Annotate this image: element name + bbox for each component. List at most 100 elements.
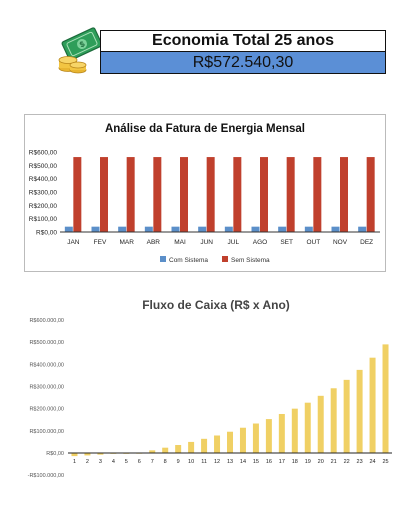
legend-swatch-sem-sistema (222, 256, 228, 262)
fluxo-y-tick-label: R$400.000,00 (29, 362, 64, 368)
fluxo-x-tick-label: 6 (138, 459, 141, 465)
fatura-bar-sem-sistema (126, 157, 135, 232)
fluxo-x-tick-label: 15 (253, 459, 259, 465)
fatura-bar-com-sistema (64, 226, 73, 232)
fatura-x-tick-label: DEZ (360, 239, 373, 246)
fluxo-bar (149, 450, 156, 453)
fluxo-x-tick-label: 8 (164, 459, 167, 465)
fatura-bar-com-sistema (304, 226, 313, 232)
fatura-bar-com-sistema (91, 226, 100, 232)
fatura-energia-chart: Análise da Fatura de Energia Mensal R$0,… (29, 123, 380, 264)
fluxo-bar (239, 427, 246, 453)
fluxo-bar (97, 453, 104, 455)
economia-total-value: R$572.540,30 (100, 52, 386, 74)
fatura-bar-sem-sistema (233, 157, 242, 232)
fatura-y-tick-label: R$600,00 (29, 150, 58, 157)
fatura-bar-sem-sistema (73, 157, 82, 232)
fatura-bar-com-sistema (171, 226, 180, 232)
fluxo-y-tick-label: R$0,00 (46, 451, 64, 457)
fatura-chart-frame (24, 114, 386, 272)
fatura-bar-sem-sistema (153, 157, 162, 232)
fluxo-y-tick-label: R$200.000,00 (29, 407, 64, 413)
fatura-bar-sem-sistema (340, 157, 348, 232)
fluxo-x-tick-label: 19 (305, 459, 311, 465)
fatura-y-tick-label: R$500,00 (29, 163, 58, 170)
fatura-bar-sem-sistema (260, 157, 268, 232)
fluxo-bar (71, 453, 78, 457)
legend-label-com-sistema: Com Sistema (169, 257, 208, 264)
fatura-y-tick-label: R$300,00 (29, 190, 58, 197)
fatura-x-tick-label: ABR (147, 239, 161, 246)
fatura-legend: Com Sistema Sem Sistema (160, 256, 270, 264)
fluxo-x-tick-label: 4 (112, 459, 115, 465)
fatura-y-tick-label: R$400,00 (29, 176, 58, 183)
fatura-bar-com-sistema (251, 226, 260, 232)
fluxo-x-tick-label: 21 (331, 459, 337, 465)
fluxo-bar (330, 388, 337, 453)
legend-label-sem-sistema: Sem Sistema (231, 257, 270, 264)
fatura-x-tick-label: AGO (253, 239, 267, 246)
fluxo-bar (252, 423, 259, 453)
svg-text:$: $ (78, 39, 86, 49)
fatura-bar-com-sistema (224, 226, 233, 232)
fluxo-bar (304, 402, 311, 453)
fatura-bar-sem-sistema (100, 157, 108, 232)
fluxo-x-tick-label: 10 (188, 459, 194, 465)
fatura-bar-com-sistema (118, 226, 127, 232)
fluxo-x-tick-label: 20 (318, 459, 324, 465)
fluxo-x-tick-label: 23 (357, 459, 363, 465)
fluxo-bar (188, 441, 195, 453)
fluxo-bar (162, 447, 169, 453)
fluxo-x-tick-label: 1 (73, 459, 76, 465)
fatura-x-tick-label: JAN (67, 239, 80, 246)
fatura-bar-sem-sistema (286, 157, 295, 232)
fluxo-bar (175, 445, 182, 453)
fluxo-x-tick-label: 2 (86, 459, 89, 465)
legend-swatch-com-sistema (160, 256, 166, 262)
fluxo-bar (84, 453, 91, 456)
fluxo-bar (265, 419, 272, 453)
fluxo-x-tick-label: 7 (151, 459, 154, 465)
fluxo-x-tick-label: 11 (201, 459, 207, 465)
fluxo-y-tick-label: -R$100.000,00 (28, 473, 64, 479)
fatura-y-tick-label: R$200,00 (29, 203, 58, 210)
fluxo-x-tick-label: 9 (177, 459, 180, 465)
fluxo-x-tick-label: 16 (266, 459, 272, 465)
fluxo-x-tick-label: 24 (369, 459, 375, 465)
fluxo-bar (278, 413, 285, 453)
fluxo-x-tick-label: 13 (227, 459, 233, 465)
fluxo-x-tick-label: 3 (99, 459, 102, 465)
fatura-bar-sem-sistema (313, 157, 322, 232)
fluxo-y-tick-label: R$100.000,00 (29, 429, 64, 435)
fatura-bar-sem-sistema (180, 157, 188, 232)
fatura-bar-com-sistema (331, 226, 340, 232)
fatura-x-tick-label: MAI (174, 239, 186, 246)
fatura-chart-title: Análise da Fatura de Energia Mensal (105, 123, 305, 135)
fluxo-chart-title: Fluxo de Caixa (R$ x Ano) (142, 298, 290, 312)
fluxo-bar (214, 435, 221, 453)
fatura-x-tick-label: JUN (200, 239, 213, 246)
fluxo-bar (317, 395, 324, 453)
fatura-y-tick-label: R$100,00 (29, 216, 58, 223)
fluxo-y-tick-label: R$600.000,00 (29, 318, 64, 324)
fatura-bar-com-sistema (144, 226, 153, 232)
money-stack-icon: $ (58, 27, 103, 74)
fatura-bar-sem-sistema (366, 157, 375, 232)
fluxo-bar (291, 408, 298, 453)
fatura-x-tick-label: MAR (119, 239, 134, 246)
fluxo-x-tick-label: 22 (344, 459, 350, 465)
fluxo-bar (356, 369, 363, 453)
fatura-bar-com-sistema (278, 226, 287, 232)
fatura-x-tick-label: OUT (306, 239, 320, 246)
fluxo-caixa-chart: Fluxo de Caixa (R$ x Ano) -R$100.000,00 R… (28, 298, 392, 479)
fluxo-x-tick-label: 17 (279, 459, 285, 465)
fluxo-bar (227, 431, 233, 453)
fatura-x-tick-label: FEV (94, 239, 107, 246)
fluxo-bar (369, 357, 376, 453)
fatura-bar-com-sistema (198, 226, 207, 232)
fluxo-y-tick-label: R$300.000,00 (29, 385, 64, 391)
fatura-bar-sem-sistema (206, 157, 215, 232)
fatura-x-tick-label: NOV (333, 239, 348, 246)
fatura-x-tick-label: SET (280, 239, 293, 246)
fatura-y-tick-label: R$0,00 (36, 230, 57, 237)
